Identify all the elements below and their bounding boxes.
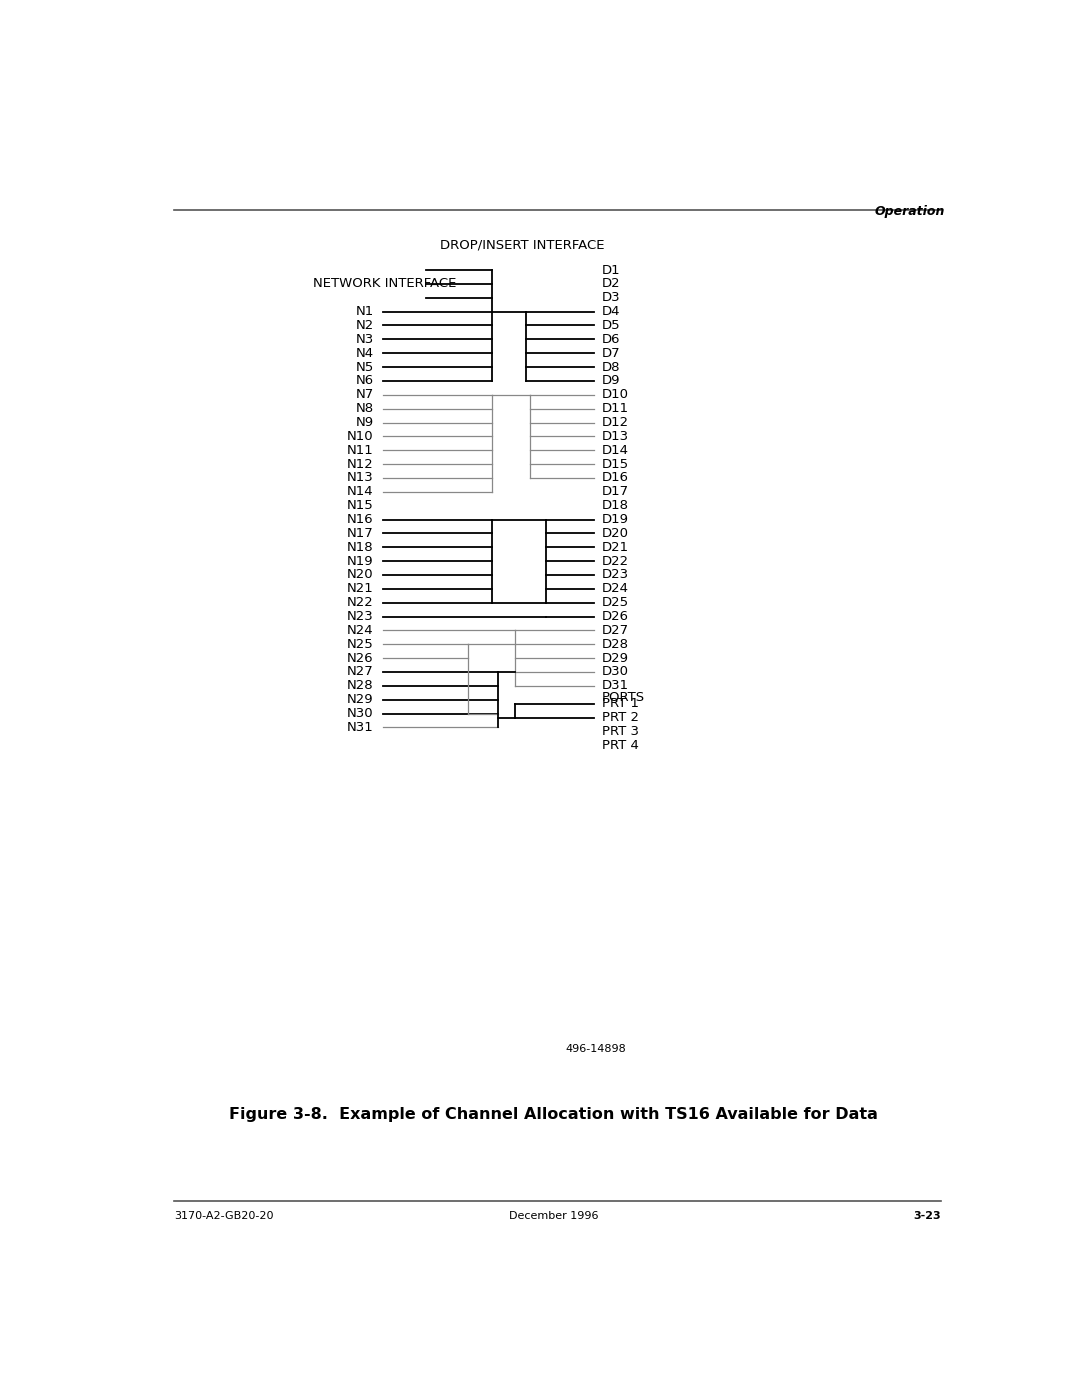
Text: 496-14898: 496-14898 <box>566 1045 626 1055</box>
Text: D11: D11 <box>602 402 629 415</box>
Text: N5: N5 <box>355 360 374 373</box>
Text: D27: D27 <box>602 624 629 637</box>
Text: D14: D14 <box>602 444 629 457</box>
Text: N14: N14 <box>347 485 374 499</box>
Text: D5: D5 <box>602 319 620 332</box>
Text: N12: N12 <box>347 458 374 471</box>
Text: D8: D8 <box>602 360 620 373</box>
Text: N10: N10 <box>347 430 374 443</box>
Text: N4: N4 <box>355 346 374 359</box>
Text: D28: D28 <box>602 638 629 651</box>
Text: D6: D6 <box>602 332 620 346</box>
Text: N25: N25 <box>347 638 374 651</box>
Text: D4: D4 <box>602 305 620 319</box>
Text: PRT 4: PRT 4 <box>602 739 638 752</box>
Text: N2: N2 <box>355 319 374 332</box>
Text: D19: D19 <box>602 513 629 527</box>
Text: PORTS: PORTS <box>602 692 645 704</box>
Text: N29: N29 <box>347 693 374 707</box>
Text: N1: N1 <box>355 305 374 319</box>
Text: N8: N8 <box>355 402 374 415</box>
Text: N22: N22 <box>347 597 374 609</box>
Text: D12: D12 <box>602 416 629 429</box>
Text: D25: D25 <box>602 597 629 609</box>
Text: N16: N16 <box>347 513 374 527</box>
Text: D7: D7 <box>602 346 620 359</box>
Text: N18: N18 <box>347 541 374 553</box>
Text: Figure 3-8.  Example of Channel Allocation with TS16 Available for Data: Figure 3-8. Example of Channel Allocatio… <box>229 1108 878 1122</box>
Text: D13: D13 <box>602 430 629 443</box>
Text: D9: D9 <box>602 374 620 387</box>
Text: N19: N19 <box>347 555 374 567</box>
Text: N27: N27 <box>347 665 374 679</box>
Text: D20: D20 <box>602 527 629 539</box>
Text: PRT 1: PRT 1 <box>602 697 638 710</box>
Text: N7: N7 <box>355 388 374 401</box>
Text: Operation: Operation <box>875 204 945 218</box>
Text: D3: D3 <box>602 291 620 305</box>
Text: D17: D17 <box>602 485 629 499</box>
Text: D15: D15 <box>602 458 629 471</box>
Text: D10: D10 <box>602 388 629 401</box>
Text: 3-23: 3-23 <box>914 1211 941 1221</box>
Text: D31: D31 <box>602 679 629 693</box>
Text: D23: D23 <box>602 569 629 581</box>
Text: D21: D21 <box>602 541 629 553</box>
Text: N9: N9 <box>355 416 374 429</box>
Text: N24: N24 <box>347 624 374 637</box>
Text: D26: D26 <box>602 610 629 623</box>
Text: D22: D22 <box>602 555 629 567</box>
Text: N23: N23 <box>347 610 374 623</box>
Text: N20: N20 <box>347 569 374 581</box>
Text: D1: D1 <box>602 264 620 277</box>
Text: 3170-A2-GB20-20: 3170-A2-GB20-20 <box>174 1211 273 1221</box>
Text: N6: N6 <box>355 374 374 387</box>
Text: DROP/INSERT INTERFACE: DROP/INSERT INTERFACE <box>441 237 605 251</box>
Text: D29: D29 <box>602 651 629 665</box>
Text: N17: N17 <box>347 527 374 539</box>
Text: D30: D30 <box>602 665 629 679</box>
Text: N3: N3 <box>355 332 374 346</box>
Text: N21: N21 <box>347 583 374 595</box>
Text: N15: N15 <box>347 499 374 513</box>
Text: D2: D2 <box>602 278 620 291</box>
Text: N26: N26 <box>347 651 374 665</box>
Text: N11: N11 <box>347 444 374 457</box>
Text: N28: N28 <box>347 679 374 693</box>
Text: PRT 3: PRT 3 <box>602 725 638 738</box>
Text: D24: D24 <box>602 583 629 595</box>
Text: PRT 2: PRT 2 <box>602 711 638 724</box>
Text: December 1996: December 1996 <box>509 1211 598 1221</box>
Text: N13: N13 <box>347 471 374 485</box>
Text: D18: D18 <box>602 499 629 513</box>
Text: D16: D16 <box>602 471 629 485</box>
Text: N31: N31 <box>347 721 374 733</box>
Text: N30: N30 <box>347 707 374 719</box>
Text: NETWORK INTERFACE: NETWORK INTERFACE <box>313 278 457 291</box>
